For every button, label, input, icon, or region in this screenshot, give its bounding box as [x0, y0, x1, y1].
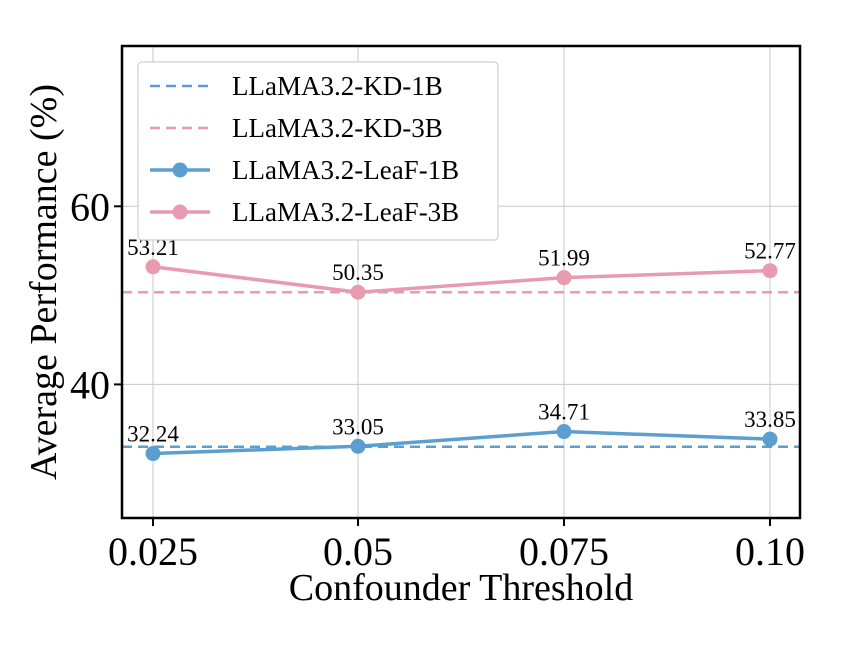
data-point — [350, 438, 366, 454]
data-point — [762, 431, 778, 447]
y-axis-title: Average Performance (%) — [23, 84, 65, 480]
data-point — [556, 270, 572, 286]
x-tick-label: 0.10 — [735, 529, 805, 574]
y-tick-label: 60 — [70, 184, 110, 229]
data-point — [762, 263, 778, 279]
series-line — [152, 265, 771, 294]
x-axis-title: Confounder Threshold — [289, 567, 633, 609]
x-tick-label: 0.075 — [519, 529, 609, 574]
x-tick-label: 0.025 — [108, 529, 198, 574]
legend-marker — [172, 162, 188, 178]
legend-marker — [172, 204, 188, 220]
legend: LLaMA3.2-KD-1B LLaMA3.2-KD-3B LLaMA3.2-Lea… — [137, 61, 499, 241]
data-point — [145, 446, 161, 462]
legend-entry: LLaMA3.2-LeaF-1B — [232, 155, 459, 185]
data-label: 52.77 — [744, 239, 796, 264]
plot-frame — [120, 44, 802, 520]
legend-entry: LLaMA3.2-LeaF-3B — [232, 197, 459, 227]
data-label: 51.99 — [538, 246, 590, 271]
data-label: 34.71 — [538, 400, 590, 425]
data-label: 33.05 — [332, 414, 384, 439]
legend-entry: LLaMA3.2-KD-3B — [232, 113, 443, 143]
data-point — [556, 424, 572, 440]
data-label: 50.35 — [332, 260, 384, 285]
x-tick-label: 0.05 — [323, 529, 393, 574]
series-lines — [145, 259, 778, 462]
legend-box — [137, 61, 499, 241]
legend-entry: LLaMA3.2-KD-1B — [232, 71, 443, 101]
axis-ticks: 0.025 0.05 0.075 0.10 40 60 — [70, 184, 805, 574]
reference-lines — [122, 290, 800, 449]
data-label: 33.85 — [744, 407, 796, 432]
series-line — [152, 429, 771, 456]
data-point — [145, 259, 161, 275]
data-label: 32.24 — [127, 422, 179, 447]
data-point — [350, 284, 366, 300]
y-tick-label: 40 — [70, 362, 110, 407]
